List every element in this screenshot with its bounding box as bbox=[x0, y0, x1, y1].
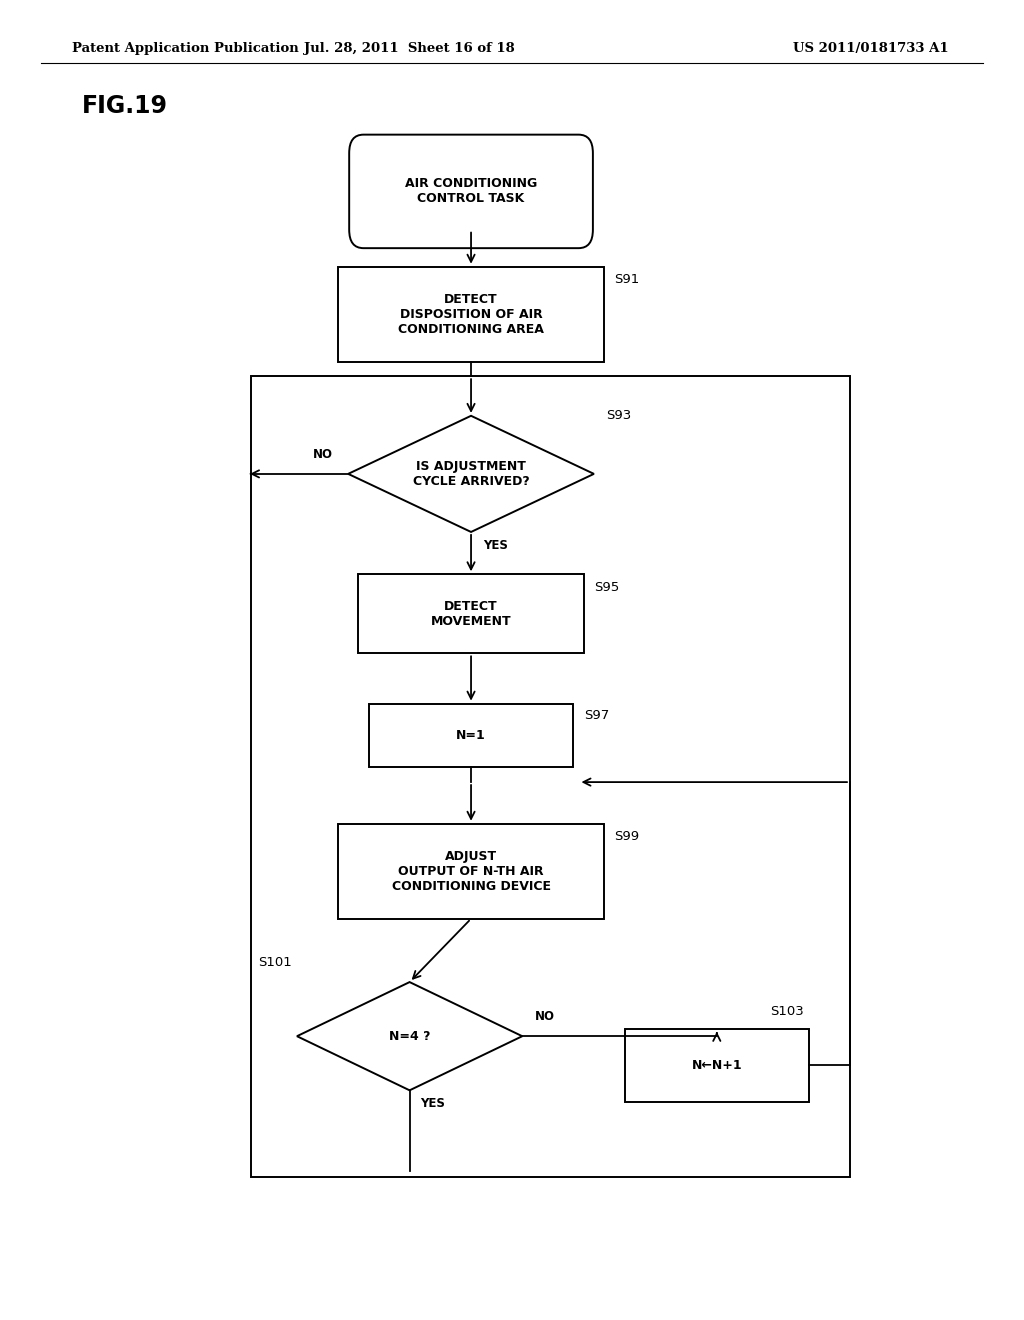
Bar bbox=[251, 376, 850, 1177]
Text: YES: YES bbox=[483, 539, 508, 552]
Text: DETECT
MOVEMENT: DETECT MOVEMENT bbox=[431, 599, 511, 628]
Text: AIR CONDITIONING
CONTROL TASK: AIR CONDITIONING CONTROL TASK bbox=[404, 177, 538, 206]
Text: S101: S101 bbox=[258, 956, 292, 969]
Text: S95: S95 bbox=[594, 581, 620, 594]
Bar bbox=[358, 574, 584, 653]
Text: S99: S99 bbox=[614, 830, 640, 843]
Text: Patent Application Publication: Patent Application Publication bbox=[72, 42, 298, 55]
Polygon shape bbox=[348, 416, 594, 532]
Polygon shape bbox=[297, 982, 522, 1090]
Text: DETECT
DISPOSITION OF AIR
CONDITIONING AREA: DETECT DISPOSITION OF AIR CONDITIONING A… bbox=[398, 293, 544, 335]
Text: N←N+1: N←N+1 bbox=[691, 1059, 742, 1072]
Text: S93: S93 bbox=[606, 409, 632, 422]
Text: N=4 ?: N=4 ? bbox=[389, 1030, 430, 1043]
Text: N=1: N=1 bbox=[456, 729, 486, 742]
FancyBboxPatch shape bbox=[349, 135, 593, 248]
Bar bbox=[369, 704, 573, 767]
Text: NO: NO bbox=[535, 1010, 555, 1023]
Bar bbox=[338, 267, 604, 362]
Text: FIG.19: FIG.19 bbox=[82, 94, 168, 117]
Text: Jul. 28, 2011  Sheet 16 of 18: Jul. 28, 2011 Sheet 16 of 18 bbox=[304, 42, 515, 55]
Text: S91: S91 bbox=[614, 273, 640, 286]
Bar bbox=[625, 1030, 809, 1101]
Text: YES: YES bbox=[420, 1097, 444, 1110]
Text: S97: S97 bbox=[584, 709, 609, 722]
Text: IS ADJUSTMENT
CYCLE ARRIVED?: IS ADJUSTMENT CYCLE ARRIVED? bbox=[413, 459, 529, 488]
Bar bbox=[338, 824, 604, 919]
Text: ADJUST
OUTPUT OF N-TH AIR
CONDITIONING DEVICE: ADJUST OUTPUT OF N-TH AIR CONDITIONING D… bbox=[391, 850, 551, 892]
Text: US 2011/0181733 A1: US 2011/0181733 A1 bbox=[793, 42, 948, 55]
Text: NO: NO bbox=[312, 447, 333, 461]
Text: S103: S103 bbox=[770, 1006, 804, 1019]
